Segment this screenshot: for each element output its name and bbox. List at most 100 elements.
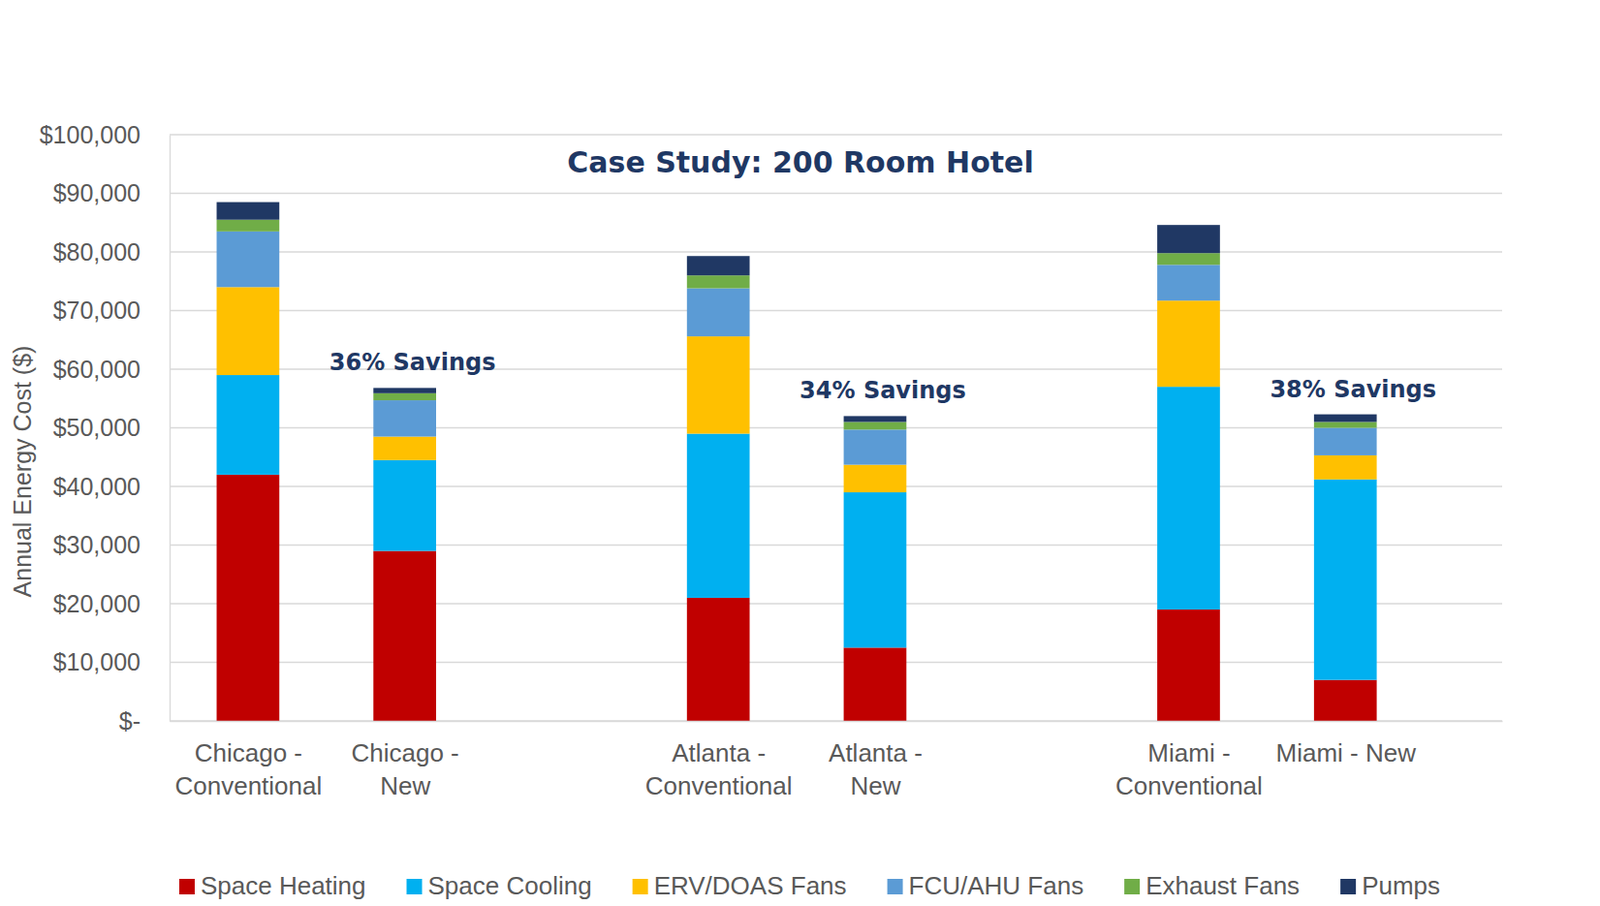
- y-tick: $50,000: [53, 413, 170, 441]
- x-tick-label: Atlanta -New: [828, 738, 923, 801]
- grid-line: [169, 427, 1503, 429]
- bar-segment: [1314, 680, 1378, 722]
- bar-segment: [373, 400, 437, 438]
- y-tick-label: $50,000: [53, 413, 141, 441]
- bar-segment: [373, 387, 437, 393]
- y-tick: $90,000: [53, 179, 170, 207]
- bar-segment: [687, 434, 751, 598]
- x-tick: Chicago -New: [351, 721, 460, 801]
- bar-segment: [217, 375, 281, 475]
- plot-area: $- $10,000 $20,000 $30,000 $40,000 $50,000 $60…: [39, 121, 1504, 802]
- bars: [217, 202, 1378, 722]
- bar-segment: [844, 415, 908, 422]
- bar-segment: [217, 231, 281, 287]
- bar-segment: [844, 492, 908, 648]
- bar-segment: [217, 286, 281, 376]
- bar-segment: [687, 597, 751, 722]
- y-tick: $60,000: [53, 355, 170, 383]
- y-tick: $70,000: [53, 296, 170, 324]
- grid-line: [169, 133, 1503, 135]
- y-tick-label: $10,000: [53, 648, 141, 676]
- legend-item: Space Heating: [179, 871, 367, 901]
- y-tick: $30,000: [53, 531, 170, 559]
- bar-segment: [687, 255, 751, 276]
- legend-item: FCU/AHU Fans: [887, 871, 1085, 901]
- x-tick: Miami - New: [1276, 721, 1417, 768]
- y-tick-label: $30,000: [53, 531, 141, 559]
- grid-line: [169, 602, 1503, 604]
- x-tick-label: Chicago -Conventional: [174, 738, 322, 801]
- y-tick-label: $-: [119, 707, 141, 735]
- bar-segment: [687, 336, 751, 434]
- y-tick-label: $90,000: [53, 179, 141, 207]
- bar-segment: [217, 474, 281, 722]
- bar-segment: [844, 421, 908, 430]
- y-axis: $- $10,000 $20,000 $30,000 $40,000 $50,000 $60…: [39, 121, 171, 735]
- y-tick: $40,000: [53, 472, 170, 501]
- legend-swatch: [179, 878, 195, 895]
- bar-segment: [373, 460, 437, 552]
- bar-segment: [373, 393, 437, 401]
- bar-segment: [1314, 428, 1378, 456]
- x-tick: Atlanta -New: [828, 721, 923, 801]
- y-tick: $80,000: [53, 238, 170, 266]
- x-tick-label: Miami -Conventional: [1115, 738, 1263, 801]
- bar-segment: [687, 288, 751, 338]
- grid-line: [169, 192, 1503, 194]
- legend-item: Pumps: [1340, 871, 1441, 901]
- bar-segment: [1157, 252, 1221, 265]
- series: [217, 231, 1378, 466]
- bar-segment: [1314, 421, 1378, 428]
- bar-segment: [1314, 455, 1378, 480]
- grid-line: [169, 720, 1503, 722]
- x-tick-label: Chicago -New: [351, 738, 460, 801]
- y-tick-label: $70,000: [53, 296, 141, 324]
- legend-swatch: [887, 878, 904, 895]
- bar-segment: [1157, 609, 1221, 722]
- y-tick: $20,000: [53, 590, 170, 618]
- bar-segment: [844, 429, 908, 465]
- y-tick: $100,000: [39, 121, 170, 149]
- chart: $- $10,000 $20,000 $30,000 $40,000 $50,000 $60…: [0, 0, 1600, 906]
- legend-item: Space Cooling: [407, 871, 593, 901]
- y-tick-label: $20,000: [53, 590, 141, 618]
- x-axis-line: [170, 721, 1504, 723]
- legend: Space Heating Space Cooling ERV/DOAS Fans F…: [179, 871, 1441, 901]
- series: [217, 219, 1378, 431]
- bar-segment: [1157, 224, 1221, 253]
- grid-line: [169, 250, 1503, 252]
- annotation: 34% Savings: [799, 376, 967, 405]
- x-tick: Chicago -Conventional: [174, 721, 322, 801]
- bar-segment: [844, 647, 908, 722]
- legend-swatch: [1340, 878, 1356, 895]
- title: Case Study: 200 Room Hotel: [566, 145, 1034, 180]
- legend-label: Space Cooling: [428, 871, 593, 901]
- series: [217, 286, 1378, 493]
- bar-segment: [687, 275, 751, 288]
- legend-swatch: [407, 878, 423, 895]
- legend-label: Space Heating: [200, 871, 367, 901]
- bar-segment: [217, 202, 281, 220]
- series: [217, 202, 1378, 423]
- annotation: 38% Savings: [1269, 376, 1437, 404]
- annotation: 36% Savings: [329, 348, 497, 377]
- bar-segment: [1314, 414, 1378, 423]
- y-tick: $10,000: [53, 648, 170, 676]
- series: [217, 375, 1378, 681]
- grid: [169, 134, 1503, 722]
- y-axis-line: [169, 135, 171, 722]
- y-tick: $-: [119, 707, 170, 735]
- legend-label: Pumps: [1361, 871, 1441, 901]
- legend-swatch: [1124, 878, 1140, 895]
- y-tick-label: $40,000: [53, 472, 141, 501]
- bar-segment: [1157, 264, 1221, 301]
- legend-item: ERV/DOAS Fans: [632, 871, 848, 901]
- y-tick-label: $60,000: [53, 355, 141, 383]
- x-axis: Chicago -Conventional Chicago -New Atlanta…: [170, 721, 1504, 801]
- legend-swatch: [632, 878, 649, 895]
- grid-line: [169, 544, 1503, 546]
- legend-label: FCU/AHU Fans: [909, 871, 1085, 901]
- grid-line: [169, 661, 1503, 663]
- y-tick-label: $100,000: [39, 121, 141, 149]
- grid-line: [169, 485, 1503, 487]
